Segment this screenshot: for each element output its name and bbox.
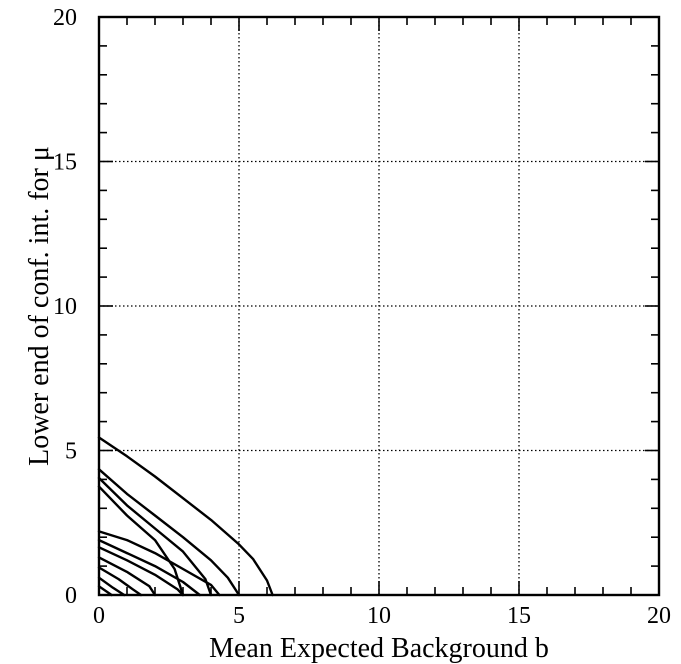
y-tick-labels: 0 5 10 15 20 xyxy=(53,5,77,609)
x-tick-label: 10 xyxy=(367,603,391,629)
plot-frame xyxy=(97,15,661,597)
series-line-9 xyxy=(97,566,143,597)
series-line-6 xyxy=(97,538,201,597)
y-tick-label: 15 xyxy=(53,150,77,176)
series-line-1 xyxy=(97,436,274,597)
x-axis-title: Mean Expected Background b xyxy=(209,633,549,664)
x-tick-label: 5 xyxy=(233,603,245,629)
series-line-2 xyxy=(97,468,241,597)
series-line-11 xyxy=(97,585,113,597)
series-line-5 xyxy=(97,530,221,597)
x-tick-labels: 0 5 10 15 20 xyxy=(93,603,671,629)
y-tick-label: 10 xyxy=(53,294,77,320)
grid xyxy=(99,17,659,595)
y-tick-label: 0 xyxy=(65,583,77,609)
y-tick-label: 20 xyxy=(53,5,77,31)
series-line-8 xyxy=(97,556,157,597)
series-line-7 xyxy=(97,546,185,597)
y-axis-title: Lower end of conf. int. for μ xyxy=(24,146,55,466)
y-tick-label: 5 xyxy=(65,439,77,465)
series-line-10 xyxy=(97,576,126,597)
x-tick-label: 0 xyxy=(93,603,105,629)
x-tick-label: 15 xyxy=(507,603,531,629)
series-group xyxy=(97,436,274,597)
x-tick-label: 20 xyxy=(647,603,671,629)
